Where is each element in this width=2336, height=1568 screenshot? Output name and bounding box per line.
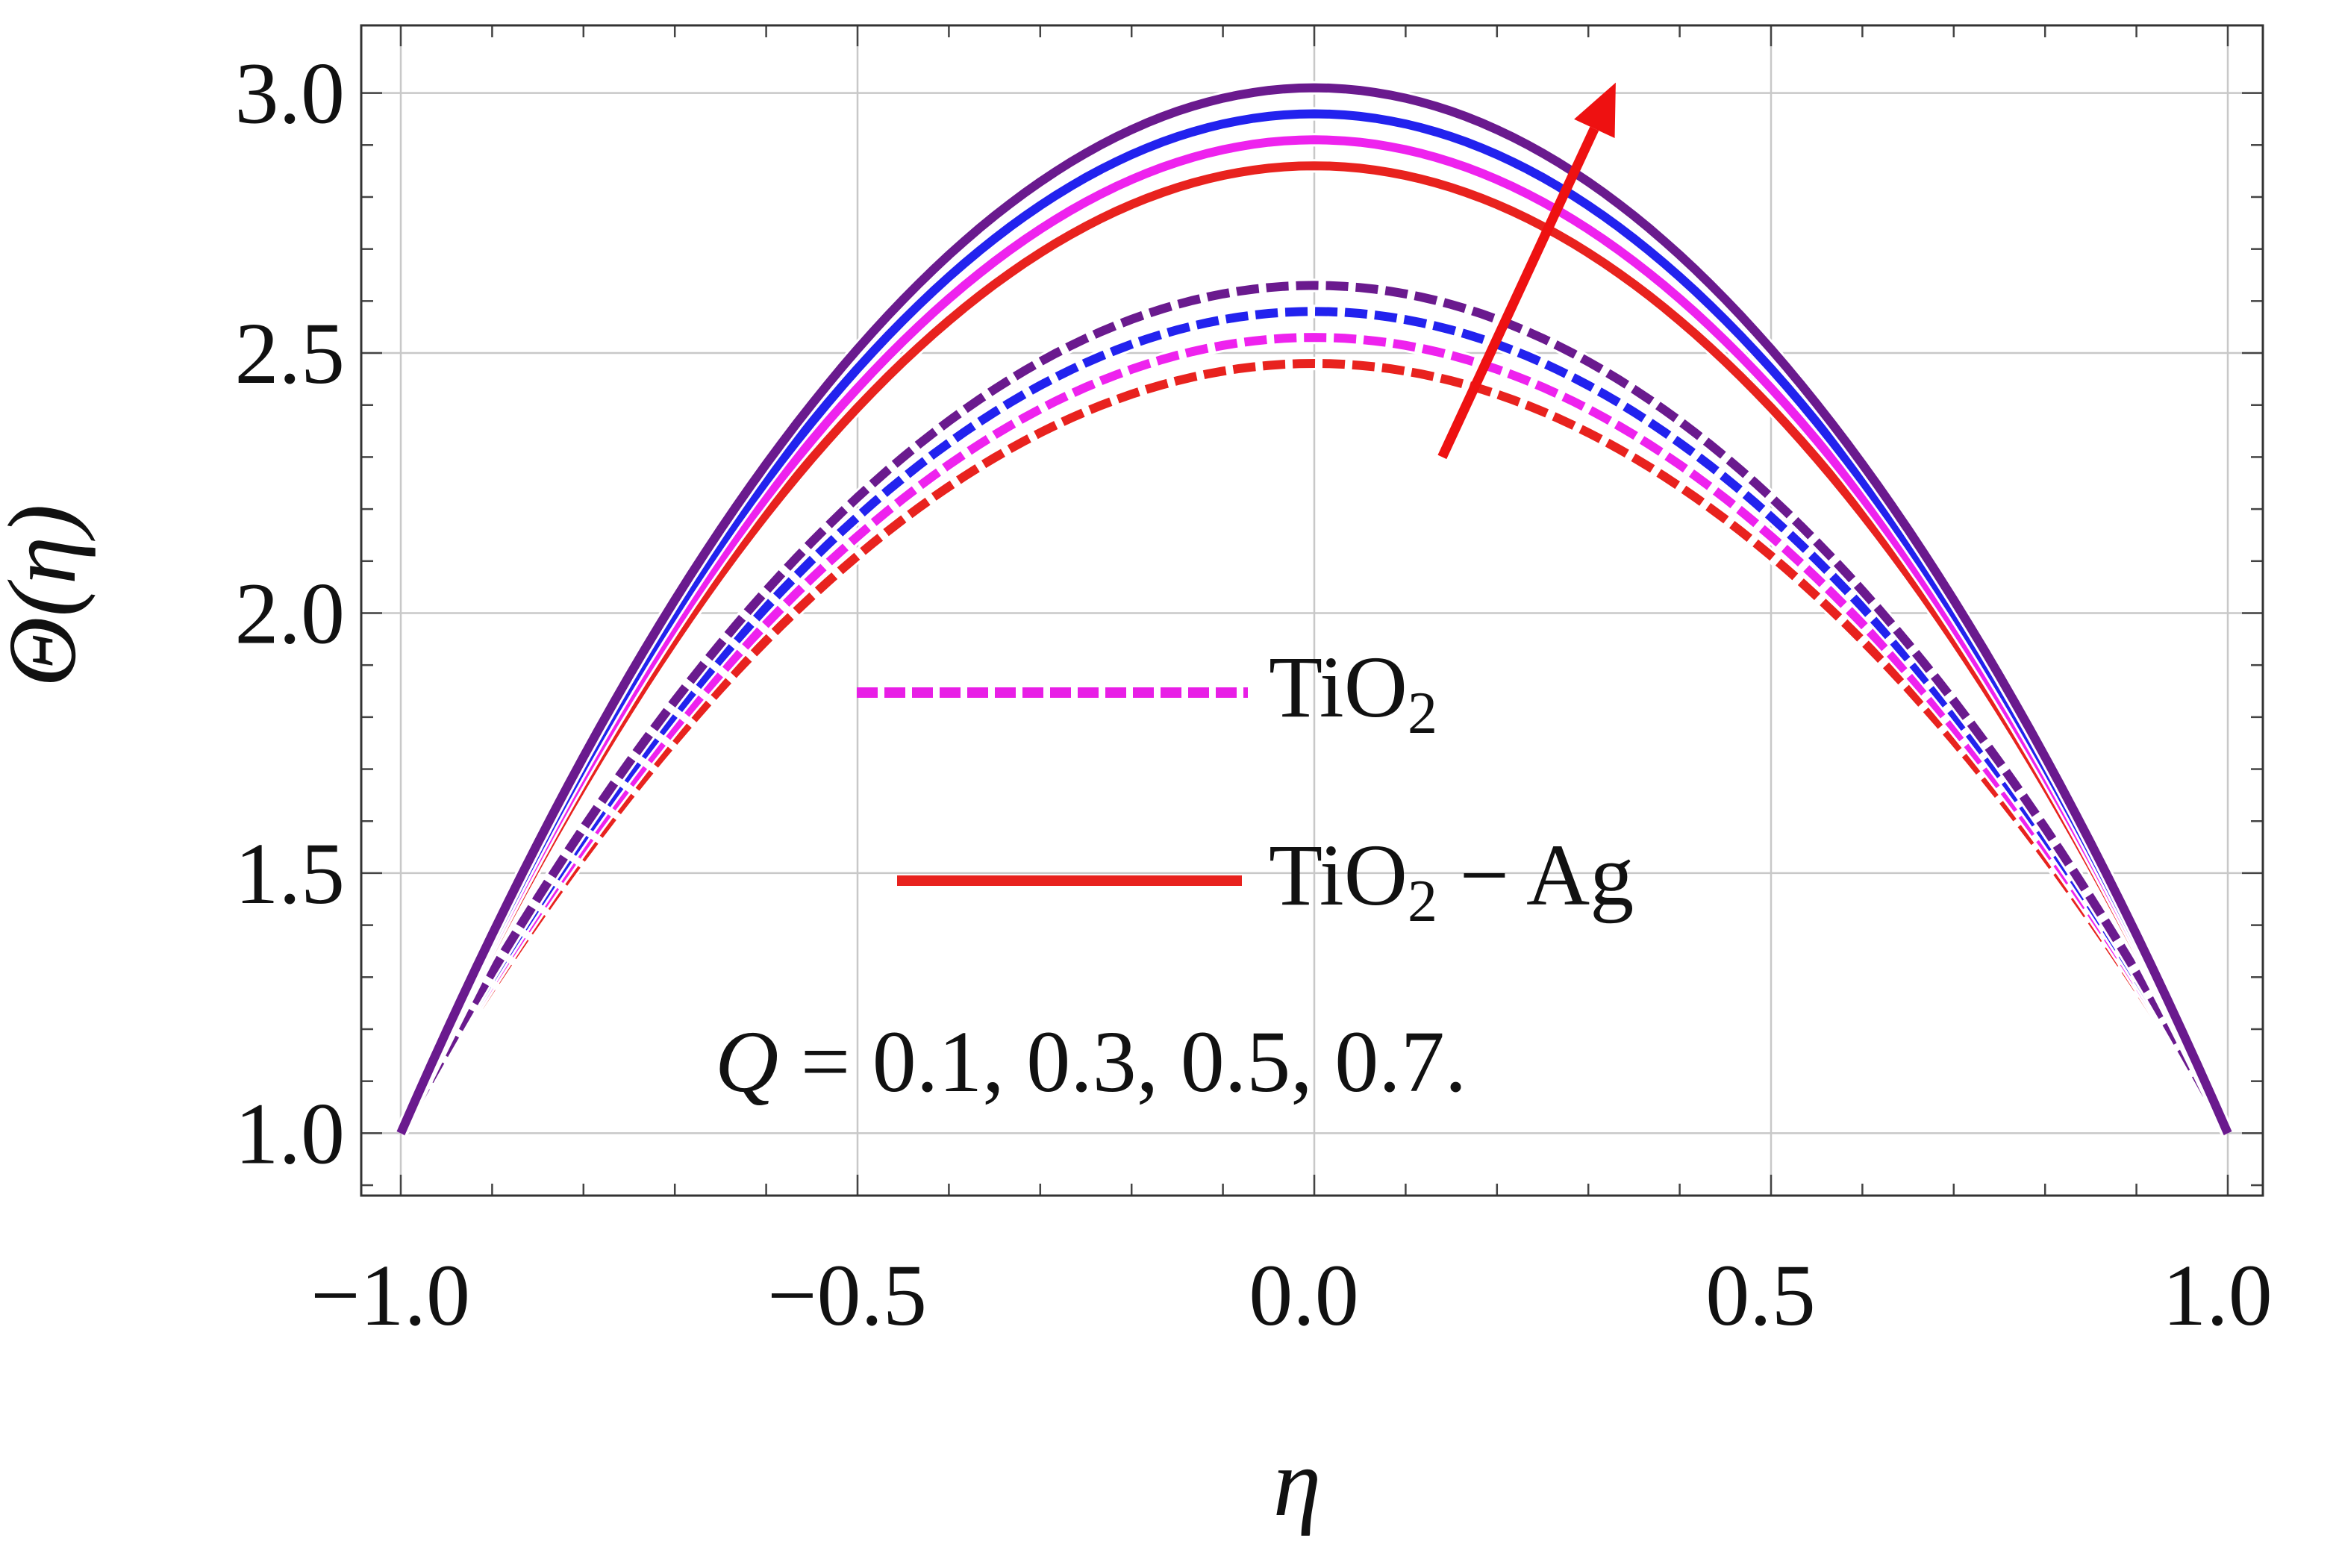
arrow-head bbox=[1574, 82, 1616, 138]
x-tick-label: 1.0 bbox=[2162, 1246, 2273, 1344]
y-tick-label: 1.0 bbox=[235, 1084, 346, 1182]
plot-frame bbox=[360, 24, 2264, 1197]
series-line-tio2-q-07 bbox=[396, 281, 2232, 1136]
series-line-tio2-q-01 bbox=[396, 358, 2232, 1136]
x-tick-label: 0.0 bbox=[1249, 1246, 1359, 1344]
series-line-tio2-ag-q-07 bbox=[396, 83, 2232, 1135]
x-tick-label: −0.5 bbox=[767, 1246, 927, 1344]
increase-arrow bbox=[1437, 82, 1616, 460]
legend-label-tio2-main: TiO bbox=[1269, 638, 1408, 736]
minor-ticks bbox=[361, 25, 2263, 1196]
series-line-tio2-ag-q-03 bbox=[396, 135, 2232, 1135]
legend-label-tio2-ag-subscript: 2 bbox=[1408, 869, 1437, 934]
parameter-values: = 0.1, 0.3, 0.5, 0.7. bbox=[778, 1013, 1467, 1111]
y-tick-label: 2.5 bbox=[235, 304, 346, 402]
y-tick-label: 1.5 bbox=[235, 825, 346, 922]
y-tick-label: 2.0 bbox=[235, 564, 346, 662]
x-tick-label: −1.0 bbox=[310, 1246, 470, 1344]
series-line-tio2-ag-q-05 bbox=[396, 109, 2232, 1135]
y-axis-label: Θ(η) bbox=[0, 505, 96, 687]
arrow-shaft bbox=[1437, 126, 1599, 460]
y-tick-label: 3.0 bbox=[235, 45, 346, 143]
legend-label-tio2: TiO2 bbox=[1269, 638, 1437, 746]
series-lines bbox=[394, 81, 2234, 1137]
parameter-annotation: Q = 0.1, 0.3, 0.5, 0.7. bbox=[715, 1013, 1467, 1111]
series-line-tio2-q-05 bbox=[396, 307, 2232, 1136]
legend-label-tio2-ag-main: TiO bbox=[1269, 826, 1408, 924]
tick-labels: −1.0 −0.5 0.0 0.5 1.0 1.0 1.5 2.0 2.5 3.0 bbox=[235, 45, 2273, 1344]
legend: TiO2 TiO2 − Ag bbox=[857, 638, 1634, 934]
parameter-symbol: Q bbox=[715, 1013, 778, 1111]
x-axis-label: η bbox=[1273, 1429, 1322, 1537]
series-line-tio2-ag-q-01 bbox=[396, 161, 2232, 1135]
series-line-tio2-q-03 bbox=[396, 333, 2232, 1136]
legend-label-tio2-subscript: 2 bbox=[1408, 681, 1437, 746]
x-tick-label: 0.5 bbox=[1705, 1246, 1816, 1344]
legend-label-tio2-ag-tail: − Ag bbox=[1437, 826, 1634, 924]
legend-label-tio2-ag: TiO2 − Ag bbox=[1269, 826, 1634, 934]
